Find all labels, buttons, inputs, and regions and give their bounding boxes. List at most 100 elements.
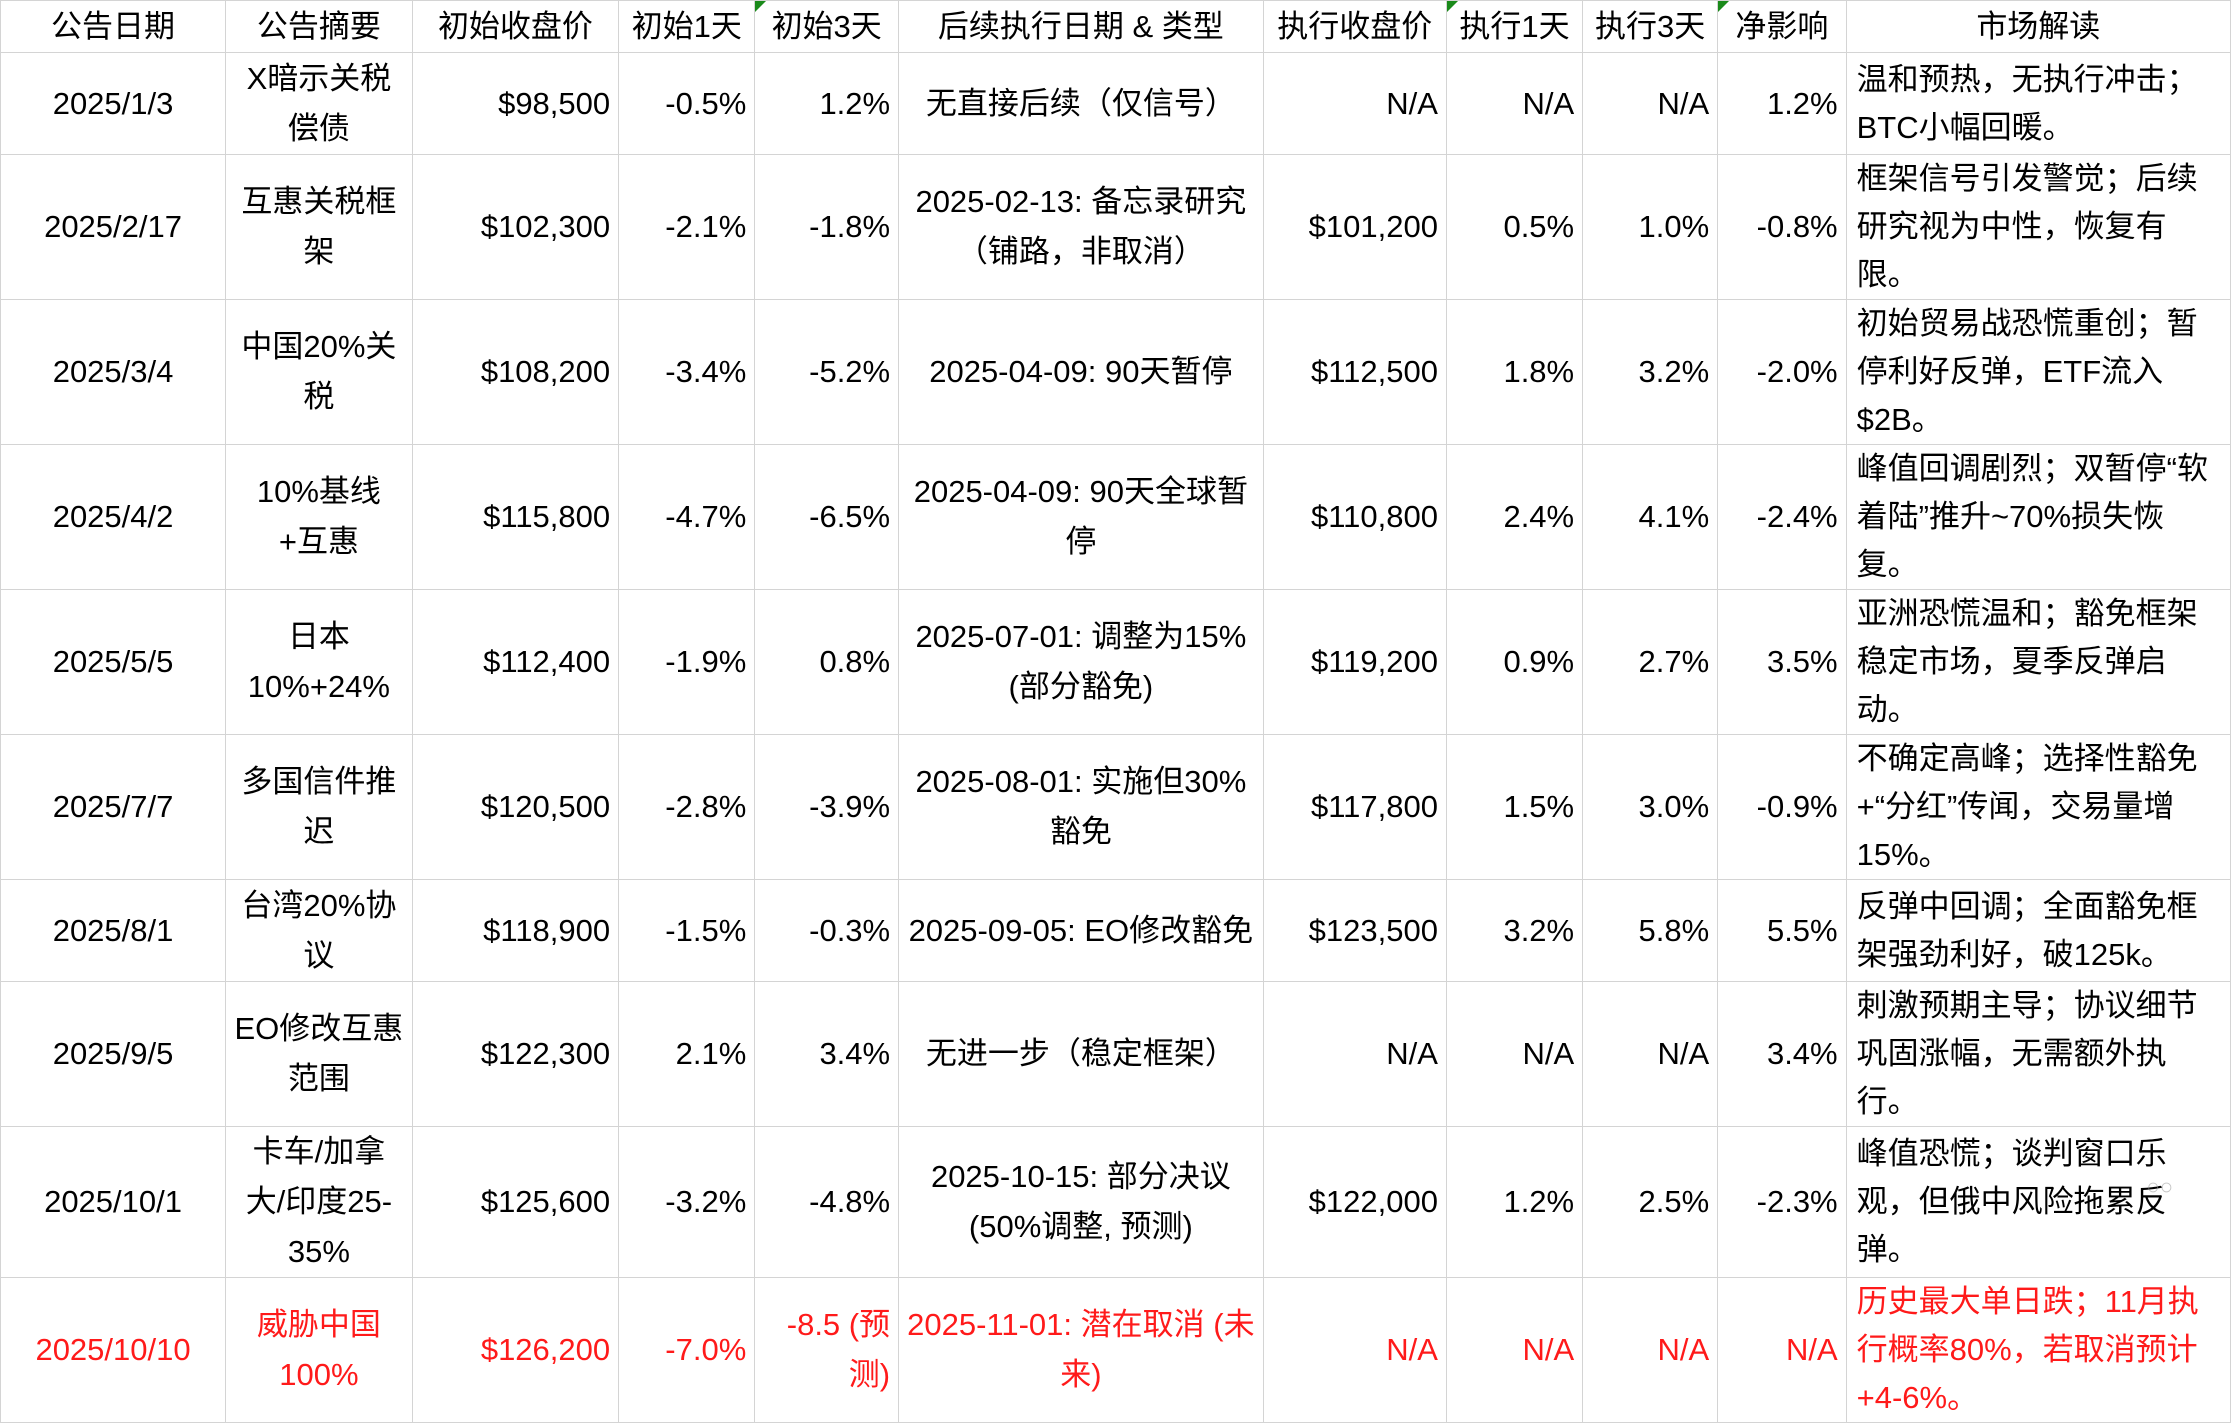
cell-initial-3d[interactable]: -6.5% bbox=[754, 444, 900, 590]
cell-initial-close[interactable]: $125,600 bbox=[411, 1126, 620, 1278]
cell-exec-1d[interactable]: N/A bbox=[1445, 981, 1584, 1127]
cell-summary[interactable]: EO修改互惠范围 bbox=[225, 981, 413, 1127]
cell-initial-3d[interactable]: -8.5 (预测) bbox=[754, 1277, 900, 1423]
cell-date[interactable]: 2025/5/5 bbox=[0, 589, 227, 735]
cell-followup[interactable]: 2025-02-13: 备忘录研究（铺路，非取消） bbox=[898, 154, 1264, 300]
cell-exec-close[interactable]: $119,200 bbox=[1262, 589, 1447, 735]
cell-initial-1d[interactable]: -2.8% bbox=[618, 734, 756, 880]
cell-exec-3d[interactable]: 3.2% bbox=[1582, 299, 1719, 445]
cell-followup[interactable]: 2025-11-01: 潜在取消 (未来) bbox=[898, 1277, 1264, 1423]
cell-initial-1d[interactable]: -2.1% bbox=[618, 154, 756, 300]
cell-initial-3d[interactable]: -0.3% bbox=[754, 879, 900, 982]
cell-exec-3d[interactable]: 2.5% bbox=[1582, 1126, 1719, 1278]
cell-exec-close[interactable]: $122,000 bbox=[1262, 1126, 1447, 1278]
cell-date[interactable]: 2025/2/17 bbox=[0, 154, 227, 300]
header-exec-3d[interactable]: 执行3天 bbox=[1582, 0, 1719, 53]
cell-summary[interactable]: 10%基线+互惠 bbox=[225, 444, 413, 590]
cell-date[interactable]: 2025/10/1 bbox=[0, 1126, 227, 1278]
cell-initial-1d[interactable]: -1.5% bbox=[618, 879, 756, 982]
cell-exec-3d[interactable]: 4.1% bbox=[1582, 444, 1719, 590]
cell-date[interactable]: 2025/8/1 bbox=[0, 879, 227, 982]
cell-initial-3d[interactable]: 3.4% bbox=[754, 981, 900, 1127]
cell-exec-close[interactable]: N/A bbox=[1262, 981, 1447, 1127]
cell-initial-3d[interactable]: 0.8% bbox=[754, 589, 900, 735]
cell-net-impact[interactable]: N/A bbox=[1717, 1277, 1847, 1423]
cell-date[interactable]: 2025/9/5 bbox=[0, 981, 227, 1127]
header-announce-date[interactable]: 公告日期 bbox=[0, 0, 227, 53]
cell-followup[interactable]: 2025-07-01: 调整为15% (部分豁免) bbox=[898, 589, 1264, 735]
cell-date[interactable]: 2025/3/4 bbox=[0, 299, 227, 445]
cell-summary[interactable]: 中国20%关税 bbox=[225, 299, 413, 445]
cell-market-reading[interactable]: 亚洲恐慌温和；豁免框架稳定市场，夏季反弹启动。 bbox=[1845, 589, 2231, 735]
cell-net-impact[interactable]: 3.5% bbox=[1717, 589, 1847, 735]
cell-exec-3d[interactable]: 3.0% bbox=[1582, 734, 1719, 880]
cell-exec-close[interactable]: N/A bbox=[1262, 52, 1447, 155]
cell-exec-close[interactable]: $112,500 bbox=[1262, 299, 1447, 445]
cell-initial-3d[interactable]: -3.9% bbox=[754, 734, 900, 880]
cell-initial-close[interactable]: $108,200 bbox=[411, 299, 620, 445]
cell-exec-close[interactable]: $123,500 bbox=[1262, 879, 1447, 982]
cell-initial-close[interactable]: $98,500 bbox=[411, 52, 620, 155]
cell-exec-1d[interactable]: 2.4% bbox=[1445, 444, 1584, 590]
cell-initial-close[interactable]: $112,400 bbox=[411, 589, 620, 735]
cell-exec-close[interactable]: $117,800 bbox=[1262, 734, 1447, 880]
cell-exec-1d[interactable]: 1.5% bbox=[1445, 734, 1584, 880]
cell-market-reading[interactable]: 不确定高峰；选择性豁免+“分红”传闻，交易量增15%。 bbox=[1845, 734, 2231, 880]
header-initial-close[interactable]: 初始收盘价 bbox=[411, 0, 620, 53]
cell-exec-close[interactable]: $101,200 bbox=[1262, 154, 1447, 300]
cell-summary[interactable]: 日本10%+24% bbox=[225, 589, 413, 735]
cell-market-reading[interactable]: 初始贸易战恐慌重创；暂停利好反弹，ETF流入$2B。 bbox=[1845, 299, 2231, 445]
cell-market-reading[interactable]: 历史最大单日跌；11月执行概率80%，若取消预计+4-6%。 bbox=[1845, 1277, 2231, 1423]
cell-exec-1d[interactable]: 1.2% bbox=[1445, 1126, 1584, 1278]
cell-market-reading[interactable]: 峰值恐慌；谈判窗口乐观，但俄中风险拖累反弹。 bbox=[1845, 1126, 2231, 1278]
cell-exec-3d[interactable]: N/A bbox=[1582, 981, 1719, 1127]
cell-net-impact[interactable]: -0.8% bbox=[1717, 154, 1847, 300]
cell-market-reading[interactable]: 反弹中回调；全面豁免框架强劲利好，破125k。 bbox=[1845, 879, 2231, 982]
cell-initial-3d[interactable]: -4.8% bbox=[754, 1126, 900, 1278]
cell-exec-3d[interactable]: 1.0% bbox=[1582, 154, 1719, 300]
cell-exec-3d[interactable]: N/A bbox=[1582, 1277, 1719, 1423]
cell-followup[interactable]: 无直接后续（仅信号） bbox=[898, 52, 1264, 155]
header-initial-3d[interactable]: 初始3天 bbox=[754, 0, 900, 53]
cell-followup[interactable]: 2025-09-05: EO修改豁免 bbox=[898, 879, 1264, 982]
header-net-impact[interactable]: 净影响 bbox=[1717, 0, 1847, 53]
cell-summary[interactable]: 卡车/加拿大/印度25-35% bbox=[225, 1126, 413, 1278]
cell-summary[interactable]: 互惠关税框架 bbox=[225, 154, 413, 300]
cell-initial-close[interactable]: $118,900 bbox=[411, 879, 620, 982]
cell-followup[interactable]: 2025-10-15: 部分决议 (50%调整, 预测) bbox=[898, 1126, 1264, 1278]
cell-exec-1d[interactable]: 0.5% bbox=[1445, 154, 1584, 300]
cell-initial-close[interactable]: $102,300 bbox=[411, 154, 620, 300]
cell-summary[interactable]: 威胁中国100% bbox=[225, 1277, 413, 1423]
cell-market-reading[interactable]: 刺激预期主导；协议细节巩固涨幅，无需额外执行。 bbox=[1845, 981, 2231, 1127]
cell-followup[interactable]: 无进一步（稳定框架） bbox=[898, 981, 1264, 1127]
header-summary[interactable]: 公告摘要 bbox=[225, 0, 413, 53]
cell-market-reading[interactable]: 温和预热，无执行冲击；BTC小幅回暖。 bbox=[1845, 52, 2231, 155]
cell-exec-close[interactable]: $110,800 bbox=[1262, 444, 1447, 590]
cell-initial-1d[interactable]: 2.1% bbox=[618, 981, 756, 1127]
header-followup[interactable]: 后续执行日期 & 类型 bbox=[898, 0, 1264, 53]
header-initial-1d[interactable]: 初始1天 bbox=[618, 0, 756, 53]
cell-market-reading[interactable]: 框架信号引发警觉；后续研究视为中性，恢复有限。 bbox=[1845, 154, 2231, 300]
cell-initial-3d[interactable]: -5.2% bbox=[754, 299, 900, 445]
cell-net-impact[interactable]: 3.4% bbox=[1717, 981, 1847, 1127]
cell-exec-1d[interactable]: 0.9% bbox=[1445, 589, 1584, 735]
cell-followup[interactable]: 2025-04-09: 90天全球暂停 bbox=[898, 444, 1264, 590]
cell-exec-1d[interactable]: N/A bbox=[1445, 1277, 1584, 1423]
cell-summary[interactable]: 多国信件推迟 bbox=[225, 734, 413, 880]
header-market-reading[interactable]: 市场解读 bbox=[1845, 0, 2231, 53]
header-exec-1d[interactable]: 执行1天 bbox=[1445, 0, 1584, 53]
cell-date[interactable]: 2025/1/3 bbox=[0, 52, 227, 155]
cell-net-impact[interactable]: -2.4% bbox=[1717, 444, 1847, 590]
cell-initial-1d[interactable]: -4.7% bbox=[618, 444, 756, 590]
cell-initial-1d[interactable]: -3.4% bbox=[618, 299, 756, 445]
cell-net-impact[interactable]: -2.3% bbox=[1717, 1126, 1847, 1278]
cell-net-impact[interactable]: -0.9% bbox=[1717, 734, 1847, 880]
cell-summary[interactable]: X暗示关税偿债 bbox=[225, 52, 413, 155]
cell-exec-close[interactable]: N/A bbox=[1262, 1277, 1447, 1423]
cell-date[interactable]: 2025/10/10 bbox=[0, 1277, 227, 1423]
cell-initial-1d[interactable]: -0.5% bbox=[618, 52, 756, 155]
cell-net-impact[interactable]: -2.0% bbox=[1717, 299, 1847, 445]
cell-initial-3d[interactable]: 1.2% bbox=[754, 52, 900, 155]
cell-initial-1d[interactable]: -1.9% bbox=[618, 589, 756, 735]
cell-followup[interactable]: 2025-04-09: 90天暂停 bbox=[898, 299, 1264, 445]
